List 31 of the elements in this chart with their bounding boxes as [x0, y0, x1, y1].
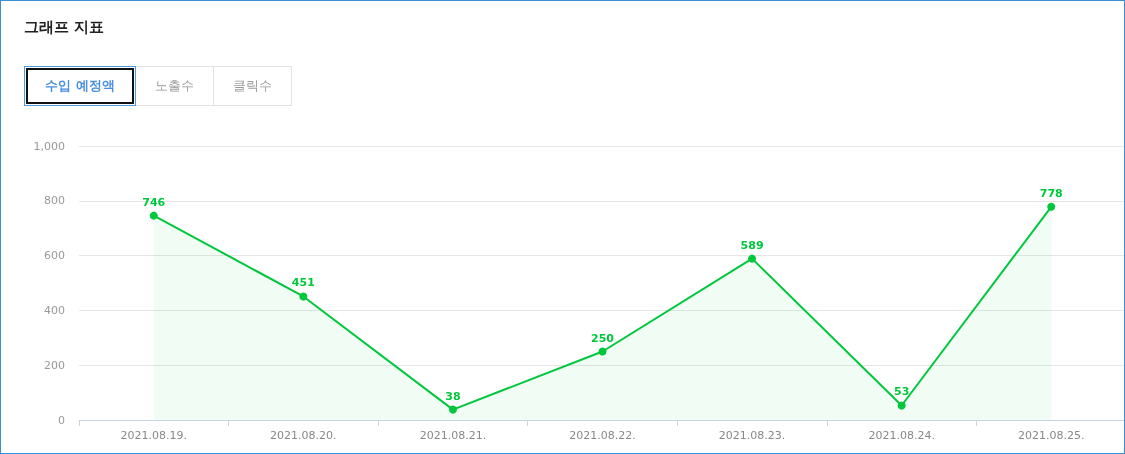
data-label: 746 [142, 195, 166, 209]
chart-title: 그래프 지표 [24, 18, 105, 37]
x-tick-label: 2021.08.22. [569, 429, 636, 442]
tab-button: 노출수 [134, 66, 214, 106]
data-label: 778 [1039, 186, 1063, 200]
y-tick-label: 600 [44, 249, 65, 263]
y-tick-label: 200 [44, 358, 65, 372]
data-label: 589 [740, 238, 764, 252]
point [448, 405, 457, 414]
y-tick-label: 0 [58, 413, 65, 427]
x-tick-label: 2021.08.24. [868, 429, 935, 442]
y-tick-label: 800 [44, 194, 65, 208]
point [149, 211, 158, 220]
tab-button: 클릭수 [212, 66, 292, 106]
x-tick-label: 2021.08.20. [270, 429, 337, 442]
x-tick-label: 2021.08.21. [419, 429, 487, 442]
x-tick-label: 2021.08.23. [718, 429, 786, 442]
data-label: 53 [893, 385, 910, 399]
point [598, 347, 607, 356]
point [1047, 202, 1056, 211]
point [299, 292, 308, 301]
x-tick-label: 2021.08.19. [120, 429, 188, 442]
y-tick-label: 400 [44, 303, 65, 317]
data-label: 250 [591, 331, 615, 345]
data-label: 38 [445, 389, 461, 403]
point [897, 401, 906, 410]
tab-button: 수입 예정액 [24, 66, 136, 106]
y-tick-label: 1,000 [33, 139, 65, 153]
x-tick-label: 2021.08.25. [1017, 429, 1085, 442]
data-label: 451 [291, 276, 315, 290]
point [748, 254, 757, 263]
